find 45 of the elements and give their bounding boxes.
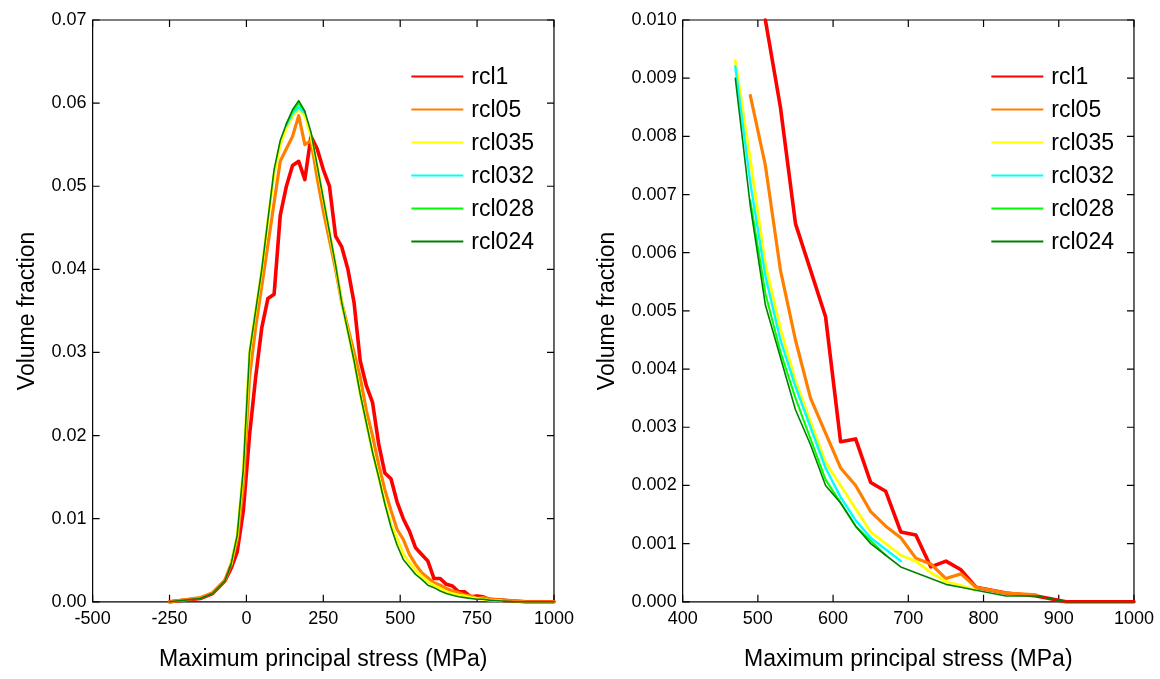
- y-tick-label: 0.006: [631, 241, 677, 262]
- y-tick-label: 0.07: [51, 8, 87, 29]
- y-tick-label: 0.03: [51, 341, 87, 362]
- y-tick-label: 0.008: [631, 125, 677, 146]
- legend-label: rcl024: [1051, 227, 1115, 254]
- y-axis-title: Volume fraction: [13, 231, 40, 391]
- legend-label: rcl032: [471, 161, 534, 188]
- legend-label: rcl028: [471, 194, 534, 221]
- y-tick-label: 0.05: [51, 175, 87, 196]
- x-tick-label: 1000: [533, 607, 574, 628]
- x-tick-label: 500: [385, 607, 416, 628]
- y-tick-label: 0.004: [631, 358, 677, 379]
- y-axis-title: Volume fraction: [593, 231, 620, 391]
- x-tick-label: 0: [241, 607, 252, 628]
- legend-label: rcl024: [471, 227, 535, 254]
- legend-label: rcl028: [1051, 194, 1114, 221]
- y-tick-label: 0.003: [631, 416, 677, 437]
- x-tick-label: 500: [742, 607, 773, 628]
- x-tick-label: 1000: [1113, 607, 1154, 628]
- x-tick-label: 800: [968, 607, 999, 628]
- x-axis-title: Maximum principal stress (MPa): [744, 644, 1073, 671]
- legend-label: rcl1: [471, 62, 509, 89]
- x-axis-title: Maximum principal stress (MPa): [159, 644, 488, 671]
- legend-label: rcl05: [1051, 95, 1102, 122]
- y-tick-label: 0.001: [631, 532, 677, 553]
- legend-label: rcl1: [1051, 62, 1089, 89]
- y-tick-label: 0.007: [631, 183, 677, 204]
- legend-label: rcl05: [471, 95, 522, 122]
- x-tick-label: 600: [818, 607, 849, 628]
- x-tick-label: 700: [893, 607, 924, 628]
- y-tick-label: 0.009: [631, 67, 677, 88]
- legend-label: rcl035: [471, 128, 534, 155]
- x-tick-label: 900: [1043, 607, 1074, 628]
- y-tick-label: 0.005: [631, 299, 677, 320]
- legend-label: rcl032: [1051, 161, 1114, 188]
- y-tick-label: 0.06: [51, 92, 87, 113]
- y-tick-label: 0.002: [631, 474, 677, 495]
- y-tick-label: 0.02: [51, 424, 87, 445]
- x-tick-label: 750: [462, 607, 493, 628]
- y-tick-label: 0.04: [51, 258, 87, 279]
- legend-label: rcl035: [1051, 128, 1114, 155]
- x-tick-label: -250: [151, 607, 188, 628]
- x-tick-label: 250: [308, 607, 339, 628]
- y-tick-label: 0.010: [631, 8, 677, 29]
- y-tick-label: 0.01: [51, 507, 87, 528]
